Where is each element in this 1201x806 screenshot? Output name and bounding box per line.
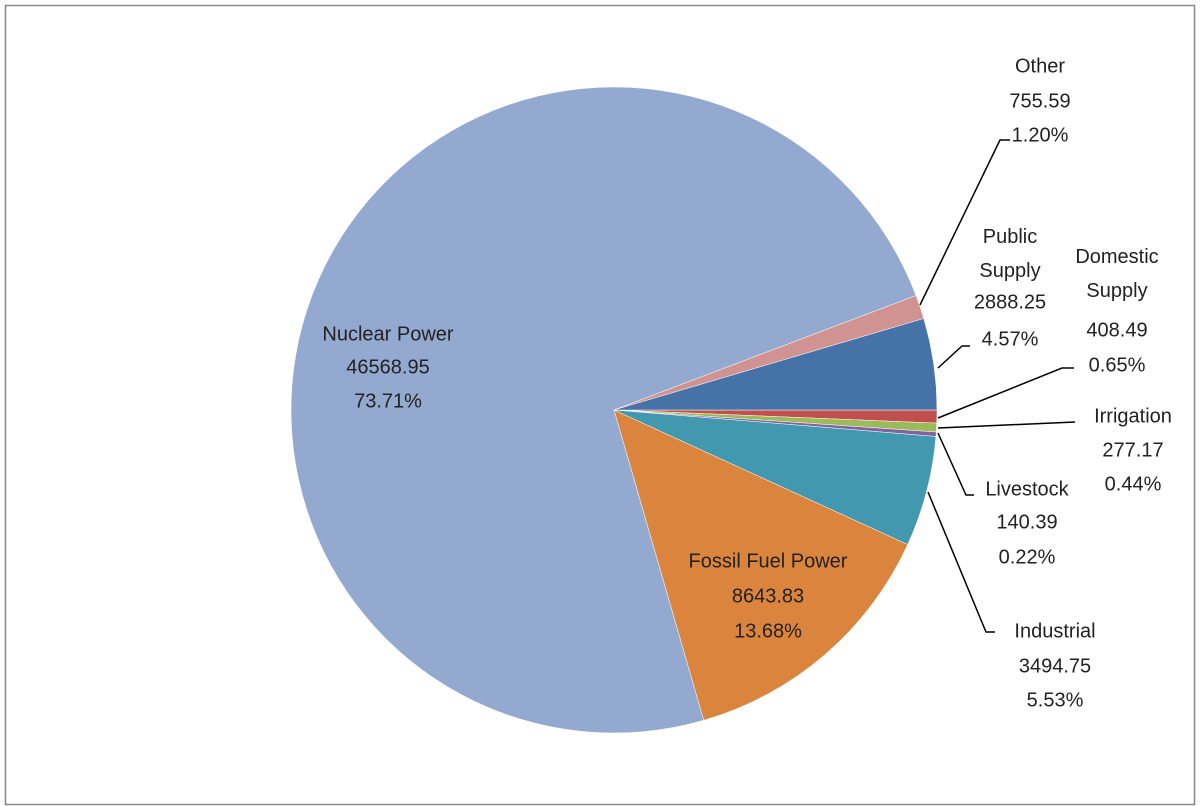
slice-percent: 5.53%	[1027, 689, 1084, 711]
slice-value: 46568.95	[346, 356, 429, 378]
leader-line	[937, 432, 974, 496]
slice-value: 3494.75	[1019, 655, 1091, 677]
slice-name: Other	[1015, 55, 1065, 77]
slice-value: 8643.83	[732, 585, 804, 607]
pie-slice	[613, 409, 908, 721]
leader-line	[937, 367, 1074, 419]
slice-value: 2888.25	[974, 291, 1046, 313]
slice-value: 277.17	[1102, 439, 1163, 461]
slices	[290, 86, 938, 734]
slice-name: Industrial	[1014, 620, 1095, 642]
leader-line	[927, 491, 995, 633]
slice-name: Irrigation	[1094, 405, 1172, 427]
slice-name: Domestic Supply	[1075, 246, 1158, 302]
slice-percent: 4.57%	[982, 328, 1039, 350]
slice-name: Nuclear Power	[322, 323, 454, 345]
slice-name: Livestock	[985, 478, 1069, 500]
slice-name: Public Supply	[979, 226, 1040, 282]
slice-value: 755.59	[1009, 90, 1070, 112]
slice-percent: 73.71%	[354, 390, 422, 412]
leader-line	[937, 345, 970, 369]
slice-percent: 0.44%	[1105, 473, 1162, 495]
slice-percent: 0.65%	[1089, 354, 1146, 376]
slice-value: 408.49	[1086, 319, 1147, 341]
slice-percent: 0.22%	[999, 546, 1056, 568]
slice-value: 140.39	[996, 511, 1057, 533]
leader-line	[937, 421, 1076, 429]
slice-name: Fossil Fuel Power	[689, 550, 848, 572]
leader-line	[919, 139, 1010, 306]
slice-percent: 13.68%	[734, 620, 802, 642]
slice-percent: 1.20%	[1012, 124, 1069, 146]
pie-slice	[290, 86, 917, 734]
pie-slice	[613, 318, 938, 411]
